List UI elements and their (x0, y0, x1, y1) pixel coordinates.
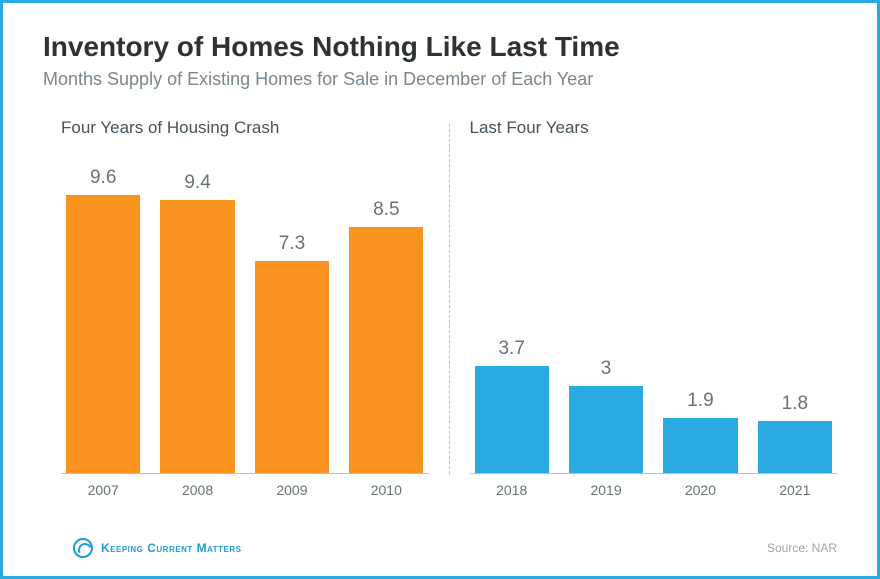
bar-value-label: 7.3 (279, 233, 305, 255)
bar-group: 9.4 (155, 148, 239, 473)
chart-title: Inventory of Homes Nothing Like Last Tim… (43, 31, 837, 63)
bar (475, 366, 549, 473)
left-panel-title: Four Years of Housing Crash (61, 118, 429, 138)
brand-spiral-icon (73, 538, 93, 558)
bar-value-label: 8.5 (373, 199, 399, 221)
x-axis-label: 2019 (564, 482, 648, 498)
right-plot: 3.7 3 1.9 1.8 (470, 148, 838, 474)
left-x-labels: 2007 2008 2009 2010 (61, 474, 429, 498)
bar (758, 421, 832, 473)
bar (569, 386, 643, 473)
chart-area: Four Years of Housing Crash 9.6 9.4 7.3 8.5… (43, 118, 837, 498)
bar (349, 227, 423, 474)
bar (663, 418, 737, 473)
bar-value-label: 1.9 (687, 390, 713, 412)
footer: Keeping Current Matters Source: NAR (73, 538, 837, 558)
x-axis-label: 2018 (470, 482, 554, 498)
bar-group: 3.7 (470, 148, 554, 473)
x-axis-label: 2007 (61, 482, 145, 498)
bar-group: 7.3 (250, 148, 334, 473)
bar-group: 9.6 (61, 148, 145, 473)
bar-value-label: 3.7 (498, 338, 524, 360)
bar-group: 3 (564, 148, 648, 473)
x-axis-label: 2010 (344, 482, 428, 498)
bar (66, 195, 140, 473)
x-axis-label: 2020 (658, 482, 742, 498)
bar-group: 1.8 (753, 148, 837, 473)
brand-text: Keeping Current Matters (101, 541, 241, 555)
right-panel: Last Four Years 3.731.91.8 2018201920202… (450, 118, 838, 498)
bar (160, 200, 234, 473)
x-axis-label: 2009 (250, 482, 334, 498)
bar-group: 1.9 (658, 148, 742, 473)
source-text: Source: NAR (767, 541, 837, 555)
bar-value-label: 1.8 (782, 393, 808, 415)
bar-value-label: 9.4 (184, 172, 210, 194)
left-plot: 9.6 9.4 7.3 8.5 (61, 148, 429, 474)
right-x-labels: 2018 2019 2020 2021 (470, 474, 838, 498)
right-panel-title: Last Four Years (470, 118, 838, 138)
brand: Keeping Current Matters (73, 538, 241, 558)
bar-value-label: 3 (601, 358, 612, 380)
bar (255, 261, 329, 473)
bar-group: 8.5 (344, 148, 428, 473)
bar-value-label: 9.6 (90, 167, 116, 189)
left-panel: Four Years of Housing Crash 9.6 9.4 7.3 8.5… (43, 118, 449, 498)
x-axis-label: 2021 (753, 482, 837, 498)
chart-subtitle: Months Supply of Existing Homes for Sale… (43, 69, 837, 90)
x-axis-label: 2008 (155, 482, 239, 498)
